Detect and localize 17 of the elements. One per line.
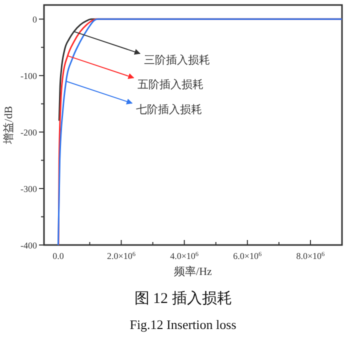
y-tick-label: -100 <box>20 71 38 82</box>
x-tick-label: 2.0×10$^{6}$ <box>107 250 136 261</box>
x-tick-label: 6.0×10$^{6}$ <box>233 250 262 261</box>
y-tick-label: 0 <box>32 14 38 25</box>
y-tick-label: -400 <box>20 240 38 250</box>
x-tick-label: 0.0 <box>52 251 64 261</box>
y-tick-label: -200 <box>20 128 38 138</box>
text: 图 12 插入损耗 <box>134 290 232 307</box>
y-axis-title: 增益/dB <box>3 106 15 145</box>
annotation: 七阶插入损耗 <box>136 103 202 116</box>
annotation: 五阶插入损耗 <box>138 78 204 91</box>
x-tick-label: 4.0×10$^{6}$ <box>170 250 199 261</box>
x-tick-label: 8.0×10$^{6}$ <box>296 250 325 261</box>
y-tick-label: -300 <box>20 184 38 194</box>
annotation: 三阶插入损耗 <box>144 54 210 67</box>
x-axis-title: 频率/Hz <box>174 265 212 278</box>
text: Fig.12 Insertion loss <box>130 317 236 332</box>
